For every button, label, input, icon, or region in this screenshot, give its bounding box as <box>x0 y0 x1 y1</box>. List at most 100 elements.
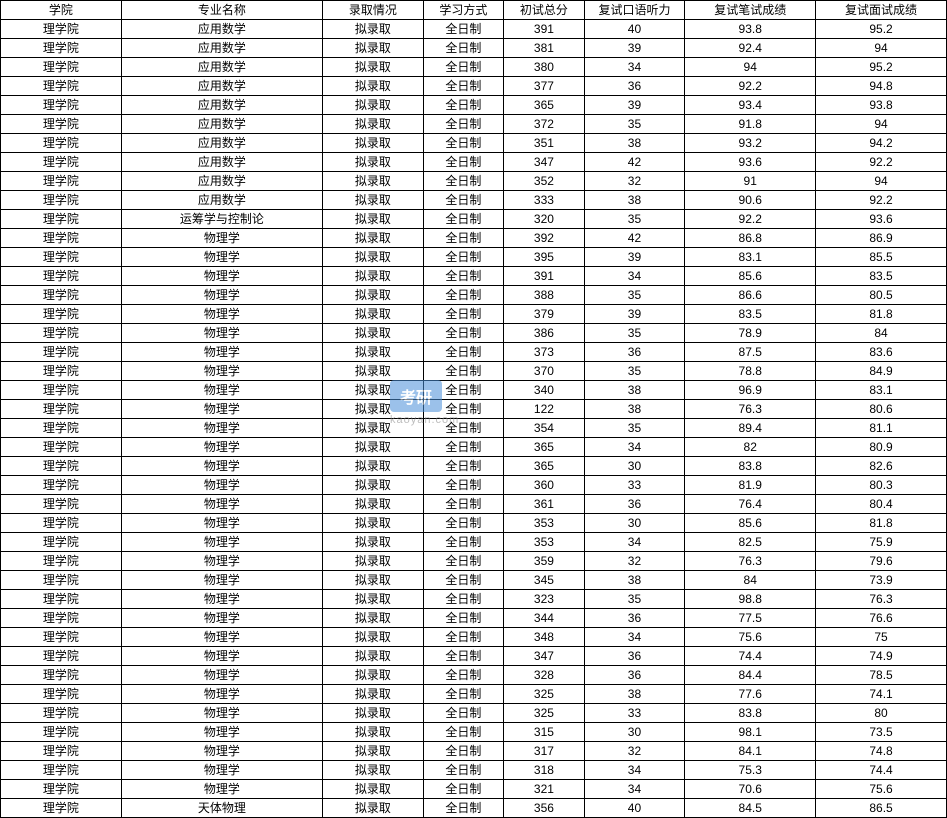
table-cell: 物理学 <box>121 723 322 742</box>
table-cell: 拟录取 <box>323 438 424 457</box>
table-cell: 78.5 <box>816 666 947 685</box>
table-cell: 92.2 <box>685 210 816 229</box>
table-cell: 物理学 <box>121 628 322 647</box>
table-cell: 拟录取 <box>323 400 424 419</box>
table-cell: 353 <box>504 533 585 552</box>
table-cell: 理学院 <box>1 590 122 609</box>
table-cell: 328 <box>504 666 585 685</box>
table-cell: 物理学 <box>121 780 322 799</box>
table-cell: 84.1 <box>685 742 816 761</box>
table-cell: 物理学 <box>121 476 322 495</box>
table-cell: 物理学 <box>121 305 322 324</box>
table-cell: 拟录取 <box>323 495 424 514</box>
table-cell: 物理学 <box>121 647 322 666</box>
table-cell: 78.8 <box>685 362 816 381</box>
table-cell: 拟录取 <box>323 381 424 400</box>
table-cell: 86.5 <box>816 799 947 818</box>
table-cell: 全日制 <box>423 20 504 39</box>
table-row: 理学院应用数学拟录取全日制3333890.692.2 <box>1 191 947 210</box>
table-cell: 39 <box>584 96 685 115</box>
table-cell: 全日制 <box>423 647 504 666</box>
table-cell: 395 <box>504 248 585 267</box>
table-cell: 94 <box>685 58 816 77</box>
table-cell: 理学院 <box>1 704 122 723</box>
table-cell: 全日制 <box>423 533 504 552</box>
table-cell: 75.6 <box>816 780 947 799</box>
table-cell: 应用数学 <box>121 58 322 77</box>
table-row: 理学院物理学拟录取全日制3913485.683.5 <box>1 267 947 286</box>
table-cell: 76.3 <box>685 400 816 419</box>
table-cell: 理学院 <box>1 305 122 324</box>
table-cell: 36 <box>584 666 685 685</box>
table-cell: 拟录取 <box>323 77 424 96</box>
table-cell: 拟录取 <box>323 39 424 58</box>
col-header-written: 复试笔试成绩 <box>685 1 816 20</box>
table-cell: 386 <box>504 324 585 343</box>
table-cell: 全日制 <box>423 552 504 571</box>
table-cell: 全日制 <box>423 438 504 457</box>
table-cell: 95.2 <box>816 58 947 77</box>
table-cell: 物理学 <box>121 514 322 533</box>
table-cell: 拟录取 <box>323 647 424 666</box>
table-cell: 372 <box>504 115 585 134</box>
table-cell: 拟录取 <box>323 248 424 267</box>
table-cell: 380 <box>504 58 585 77</box>
table-row: 理学院物理学拟录取全日制3533482.575.9 <box>1 533 947 552</box>
table-row: 理学院应用数学拟录取全日制352329194 <box>1 172 947 191</box>
table-cell: 81.1 <box>816 419 947 438</box>
table-cell: 34 <box>584 628 685 647</box>
table-cell: 38 <box>584 134 685 153</box>
table-cell: 拟录取 <box>323 723 424 742</box>
table-row: 理学院应用数学拟录取全日制3723591.894 <box>1 115 947 134</box>
table-cell: 84 <box>685 571 816 590</box>
table-cell: 全日制 <box>423 210 504 229</box>
table-cell: 39 <box>584 305 685 324</box>
table-cell: 拟录取 <box>323 552 424 571</box>
table-cell: 42 <box>584 229 685 248</box>
table-cell: 拟录取 <box>323 476 424 495</box>
table-cell: 34 <box>584 58 685 77</box>
table-cell: 理学院 <box>1 495 122 514</box>
table-cell: 93.6 <box>816 210 947 229</box>
table-cell: 拟录取 <box>323 514 424 533</box>
table-cell: 353 <box>504 514 585 533</box>
col-header-oral: 复试口语听力 <box>584 1 685 20</box>
table-cell: 360 <box>504 476 585 495</box>
table-cell: 拟录取 <box>323 742 424 761</box>
table-cell: 32 <box>584 172 685 191</box>
table-row: 理学院应用数学拟录取全日制3914093.895.2 <box>1 20 947 39</box>
table-cell: 拟录取 <box>323 704 424 723</box>
table-cell: 拟录取 <box>323 628 424 647</box>
table-cell: 356 <box>504 799 585 818</box>
table-cell: 359 <box>504 552 585 571</box>
table-cell: 93.4 <box>685 96 816 115</box>
table-row: 理学院物理学拟录取全日制3924286.886.9 <box>1 229 947 248</box>
table-cell: 93.6 <box>685 153 816 172</box>
table-row: 理学院物理学拟录取全日制3733687.583.6 <box>1 343 947 362</box>
table-cell: 94 <box>816 39 947 58</box>
table-cell: 理学院 <box>1 780 122 799</box>
table-cell: 98.8 <box>685 590 816 609</box>
table-cell: 39 <box>584 248 685 267</box>
table-cell: 77.5 <box>685 609 816 628</box>
table-cell: 全日制 <box>423 799 504 818</box>
table-cell: 拟录取 <box>323 115 424 134</box>
table-cell: 80.5 <box>816 286 947 305</box>
table-cell: 理学院 <box>1 723 122 742</box>
table-cell: 拟录取 <box>323 457 424 476</box>
table-cell: 370 <box>504 362 585 381</box>
table-cell: 物理学 <box>121 362 322 381</box>
table-cell: 物理学 <box>121 704 322 723</box>
table-cell: 拟录取 <box>323 343 424 362</box>
table-cell: 83.1 <box>816 381 947 400</box>
table-cell: 拟录取 <box>323 191 424 210</box>
table-cell: 拟录取 <box>323 609 424 628</box>
table-cell: 74.9 <box>816 647 947 666</box>
table-cell: 拟录取 <box>323 134 424 153</box>
table-cell: 38 <box>584 400 685 419</box>
table-cell: 32 <box>584 552 685 571</box>
table-row: 理学院物理学拟录取全日制1223876.380.6 <box>1 400 947 419</box>
table-cell: 理学院 <box>1 343 122 362</box>
table-row: 理学院物理学拟录取全日制3473674.474.9 <box>1 647 947 666</box>
table-row: 理学院应用数学拟录取全日制380349495.2 <box>1 58 947 77</box>
